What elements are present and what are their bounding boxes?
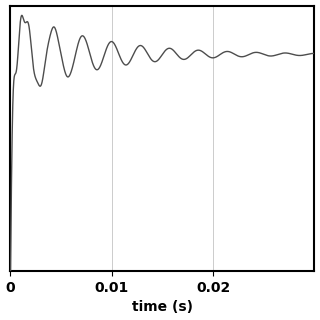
X-axis label: time (s): time (s)	[132, 300, 193, 315]
